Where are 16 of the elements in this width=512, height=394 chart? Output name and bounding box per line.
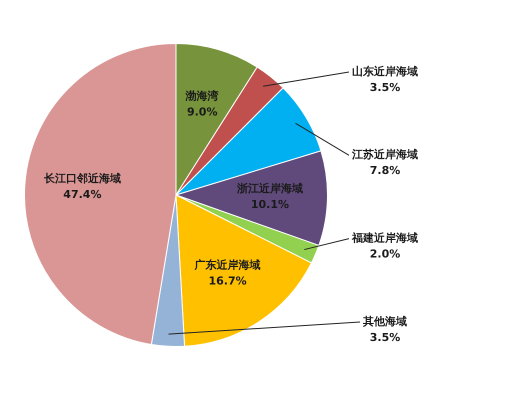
data-label: 3.5% (370, 330, 400, 344)
data-label: 47.4% (63, 188, 102, 202)
slice-label: 福建近岸海域 (351, 232, 418, 245)
slice-label: 山东近岸海域 (352, 64, 418, 78)
data-label: 9.0% (186, 106, 218, 119)
slice-label: 长江口邻近海域 (42, 172, 121, 186)
data-label: 2.0% (370, 248, 400, 261)
slice-label: 江苏近岸海域 (351, 148, 418, 162)
data-label: 16.7% (208, 274, 247, 288)
data-label: 7.8% (370, 164, 400, 178)
slice-label: 其他海域 (362, 314, 407, 328)
data-label: 3.5% (370, 80, 400, 94)
data-label: 10.1% (250, 198, 289, 211)
slice-label: 渤海湾 (184, 90, 220, 103)
slice-label: 浙江近岸海域 (236, 182, 303, 195)
slice-label: 广东近岸海域 (194, 258, 261, 272)
